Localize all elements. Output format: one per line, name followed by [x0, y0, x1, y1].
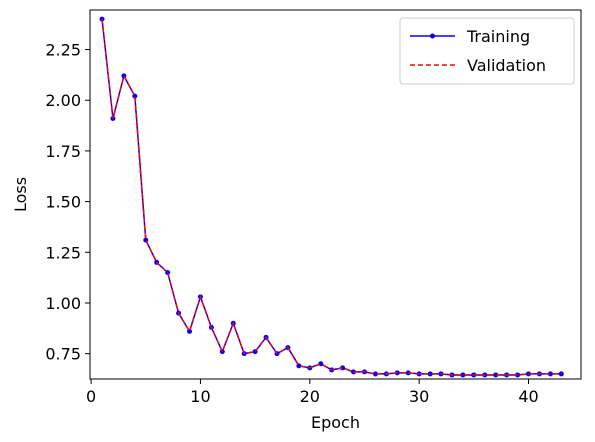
- x-tick-label: 30: [409, 387, 429, 406]
- training-point: [405, 370, 411, 376]
- y-tick-label: 0.75: [45, 345, 81, 364]
- training-point: [427, 371, 433, 377]
- y-tick-label: 1.00: [45, 294, 81, 313]
- x-tick-label: 40: [518, 387, 538, 406]
- legend-label-training: Training: [466, 27, 530, 46]
- plot-frame: [89, 9, 582, 380]
- x-tick-label: 0: [86, 387, 96, 406]
- training-point: [460, 372, 466, 378]
- training-point: [132, 93, 138, 99]
- y-tick-label: 1.75: [45, 142, 81, 161]
- y-tick-label: 1.50: [45, 193, 81, 212]
- legend-label-validation: Validation: [467, 56, 546, 75]
- y-tick-label: 2.25: [45, 41, 81, 60]
- y-tick-label: 2.00: [45, 91, 81, 110]
- training-point: [493, 372, 499, 378]
- legend: Training Validation: [399, 17, 575, 85]
- x-tick-label: 10: [190, 387, 210, 406]
- series-layer: [99, 16, 564, 378]
- series-line-validation: [101, 19, 562, 376]
- legend-marker-training: [430, 33, 435, 39]
- training-point: [547, 371, 553, 377]
- training-point: [143, 237, 149, 243]
- y-axis-label: Loss: [11, 177, 30, 212]
- x-tick-label: 20: [300, 387, 320, 406]
- training-point: [340, 365, 346, 371]
- training-point: [372, 371, 378, 377]
- x-axis-label: Epoch: [311, 413, 360, 432]
- legend-box: [399, 17, 575, 85]
- training-point: [165, 270, 171, 276]
- training-point: [515, 372, 521, 378]
- y-tick-label: 1.25: [45, 243, 81, 262]
- ticks-layer: 0 10 20 30 40 0.75 1.00 1.25 1.50 1.75 2.00 2.25: [45, 41, 538, 406]
